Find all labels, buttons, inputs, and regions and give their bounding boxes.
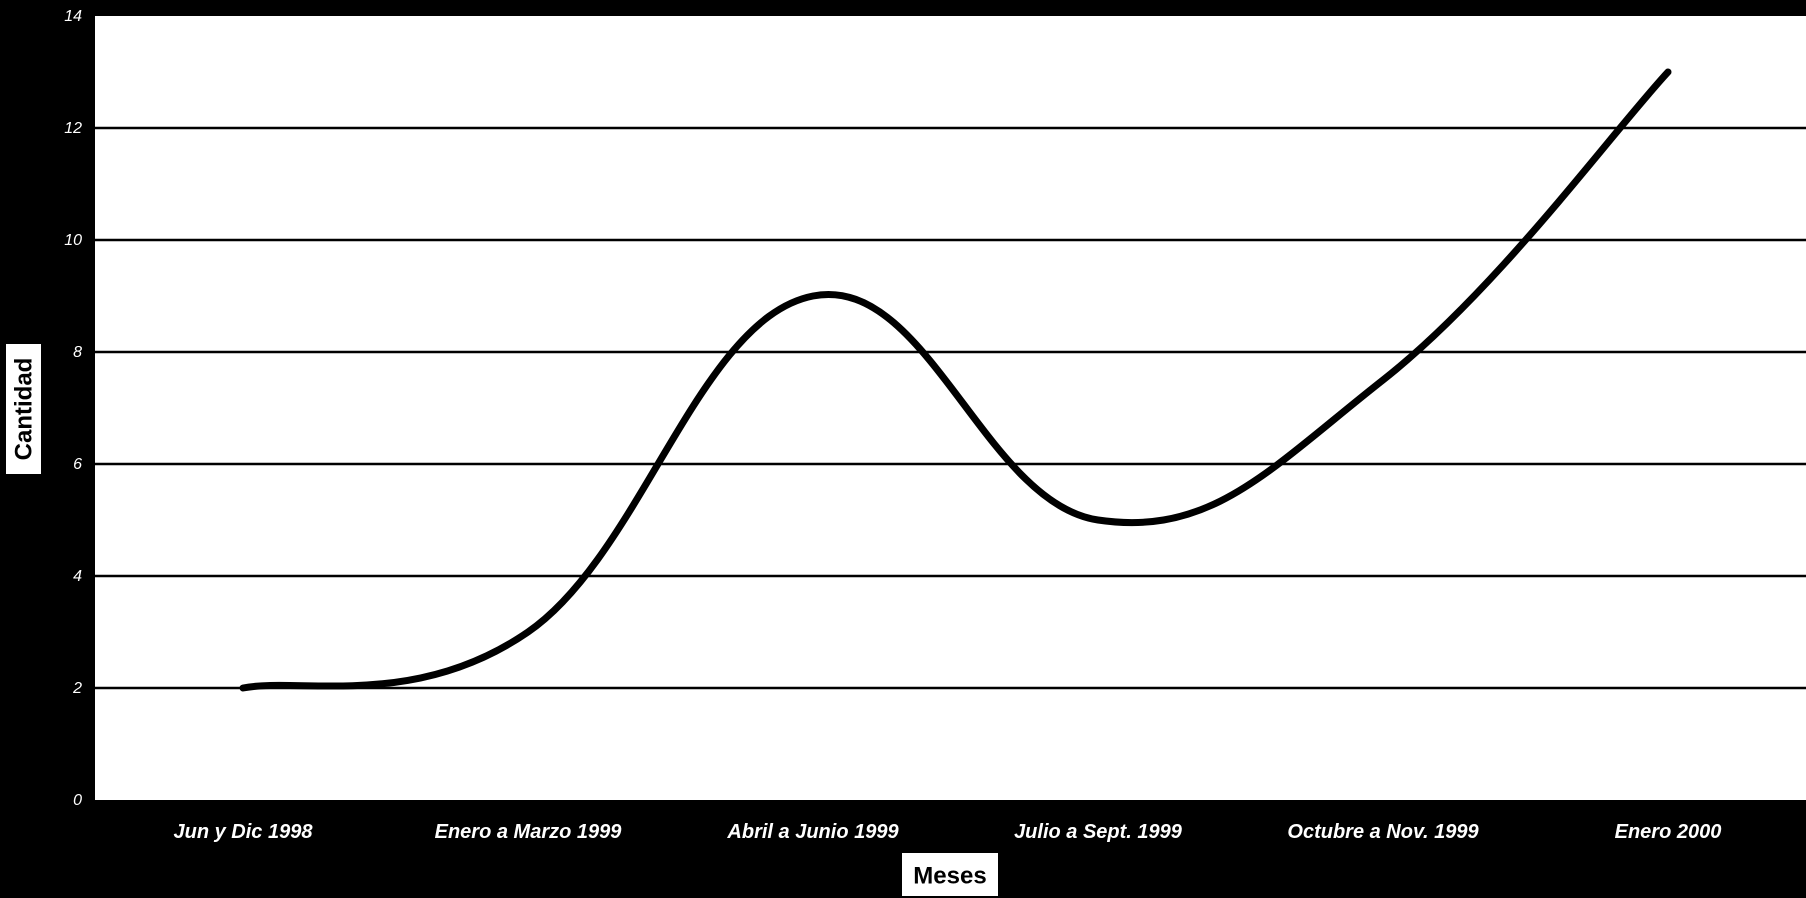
- y-tick-label: 8: [73, 344, 82, 361]
- x-tick-label: Enero 2000: [1615, 821, 1722, 843]
- y-axis-title: Cantidad: [6, 344, 41, 474]
- y-tick-label: 2: [72, 680, 82, 697]
- x-tick-label: Enero a Marzo 1999: [435, 821, 623, 843]
- plot-area: [95, 16, 1806, 800]
- x-tick-label: Octubre a Nov. 1999: [1287, 821, 1479, 843]
- x-axis-title: Meses: [902, 853, 998, 896]
- y-axis-ticks: 0 2 4 6 8 10 12 14: [64, 8, 82, 809]
- x-axis-label: Meses: [913, 863, 986, 890]
- y-axis-title-box: [6, 344, 41, 474]
- y-tick-label: 12: [64, 120, 82, 137]
- y-tick-label: 14: [64, 8, 82, 25]
- y-tick-label: 6: [73, 456, 82, 473]
- gridlines: [95, 126, 1806, 690]
- y-tick-label: 0: [73, 792, 82, 809]
- y-axis-label: Cantidad: [11, 358, 38, 461]
- y-tick-label: 4: [73, 568, 82, 585]
- x-axis-ticks: Jun y Dic 1998 Enero a Marzo 1999 Abril a …: [174, 821, 1722, 843]
- x-tick-label: Jun y Dic 1998: [174, 821, 314, 843]
- y-tick-label: 10: [64, 232, 82, 249]
- x-tick-label: Julio a Sept. 1999: [1014, 821, 1183, 843]
- x-axis-title-box: [902, 853, 998, 896]
- series-line: [239, 68, 1672, 692]
- x-tick-label: Abril a Junio 1999: [726, 821, 899, 843]
